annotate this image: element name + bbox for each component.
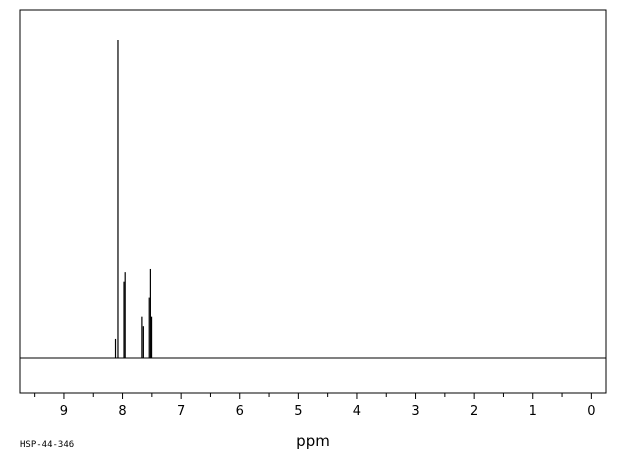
plot-frame — [19, 9, 607, 394]
x-tick-label: 5 — [294, 404, 302, 419]
x-tick-label: 7 — [177, 404, 185, 419]
spectrum-peaks — [114, 40, 153, 358]
x-tick-label: 1 — [529, 404, 537, 419]
x-tick-label: 9 — [60, 404, 68, 419]
x-tick-label: 8 — [118, 404, 126, 419]
spectrum-code-label: HSP-44-346 — [20, 440, 74, 450]
x-tick-label: 0 — [587, 404, 595, 419]
x-tick-label: 3 — [411, 404, 419, 419]
x-tick-label: 6 — [236, 404, 244, 419]
x-axis-title: ppm — [296, 432, 330, 450]
x-tick-label: 4 — [353, 404, 361, 419]
x-tick-label: 2 — [470, 404, 478, 419]
x-axis: 9 8 7 6 5 4 3 2 1 0 — [34, 393, 595, 419]
